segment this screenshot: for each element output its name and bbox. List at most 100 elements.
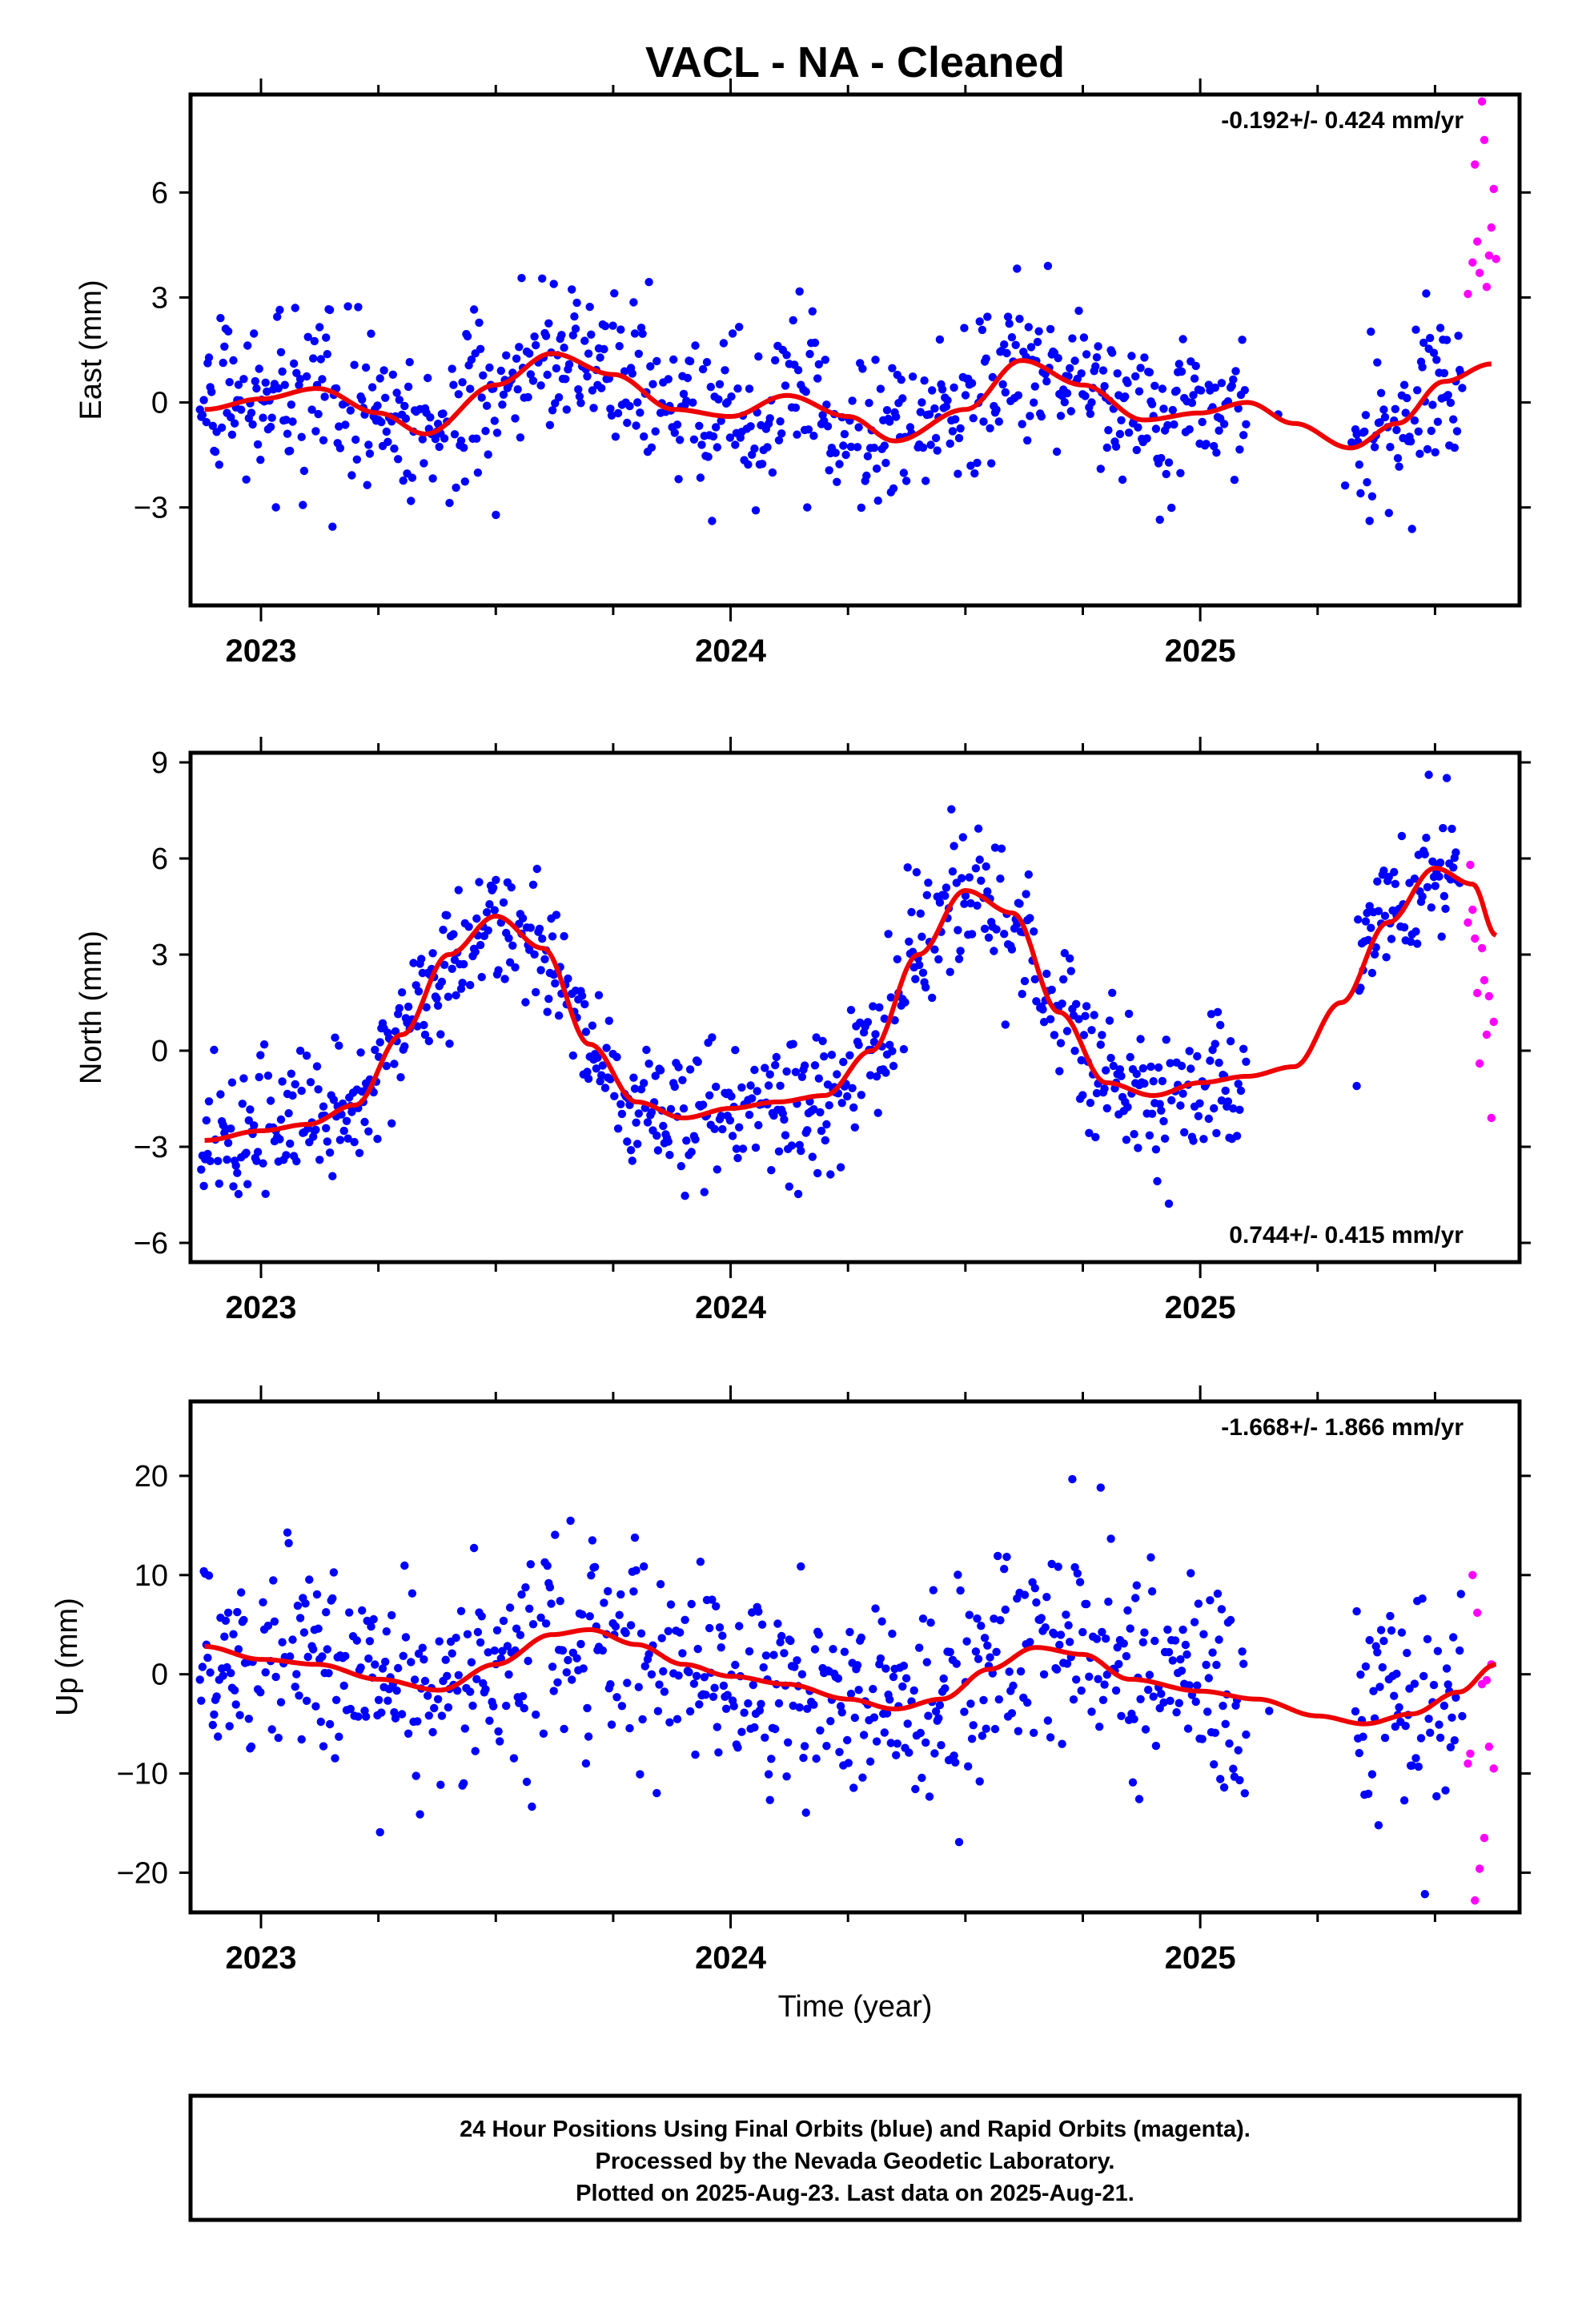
north-final-point: [544, 995, 553, 1003]
up-final-point: [1411, 1754, 1420, 1763]
north-final-point: [1123, 1103, 1132, 1112]
up-final-point: [761, 1733, 769, 1742]
east-final-point: [1170, 420, 1178, 429]
east-final-point: [318, 375, 327, 384]
up-rapid-point: [1482, 1675, 1492, 1685]
up-final-point: [1186, 1569, 1195, 1578]
north-final-point: [568, 1051, 577, 1060]
north-final-point: [1108, 988, 1117, 998]
east-final-point: [208, 421, 217, 430]
up-final-point: [850, 1713, 860, 1723]
up-final-point: [1374, 1821, 1383, 1830]
east-final-point: [247, 408, 256, 417]
up-final-point: [291, 1683, 299, 1691]
up-final-point: [1446, 1743, 1456, 1751]
north-final-point: [1078, 1091, 1087, 1100]
east-final-point: [1376, 388, 1386, 397]
east-final-point: [526, 370, 535, 379]
east-final-point: [885, 417, 894, 426]
east-final-point: [1340, 481, 1350, 490]
up-final-point: [509, 1754, 519, 1763]
east-final-point: [225, 378, 234, 387]
up-final-point: [1141, 1725, 1150, 1734]
east-final-point: [440, 434, 449, 443]
north-final-point: [930, 945, 939, 954]
up-final-point: [485, 1716, 494, 1725]
up-final-point: [777, 1631, 786, 1641]
east-final-point: [1235, 445, 1244, 454]
east-final-point: [679, 389, 689, 399]
north-final-point: [849, 1103, 858, 1112]
up-final-point: [886, 1739, 896, 1747]
north-final-point: [598, 1061, 607, 1070]
up-final-point: [1117, 1711, 1126, 1720]
up-final-point: [413, 1717, 422, 1726]
up-final-point: [443, 1671, 452, 1680]
east-final-point: [295, 375, 305, 384]
east-final-point: [311, 427, 320, 436]
north-final-point: [364, 1127, 373, 1136]
east-final-point: [1379, 405, 1388, 414]
east-final-point: [951, 415, 960, 424]
up-final-point: [1380, 1733, 1390, 1743]
up-final-point: [490, 1646, 499, 1655]
up-final-point: [903, 1719, 912, 1728]
east-final-point: [310, 336, 319, 346]
up-final-point: [964, 1762, 973, 1771]
up-final-point: [905, 1748, 913, 1757]
east-final-point: [611, 432, 620, 441]
east-final-point: [983, 312, 992, 321]
north-final-point: [1356, 983, 1365, 992]
east-final-point: [1352, 430, 1361, 439]
up-final-point: [525, 1604, 534, 1614]
north-xtick-label: 2024: [695, 1290, 767, 1325]
up-final-point: [918, 1614, 928, 1623]
up-final-point: [965, 1610, 974, 1619]
east-xtick-label: 2024: [695, 633, 767, 669]
north-final-point: [780, 1115, 789, 1124]
north-final-point: [242, 1148, 251, 1157]
north-final-point: [687, 1148, 696, 1156]
east-final-point: [418, 435, 427, 444]
east-final-point: [1219, 420, 1229, 428]
up-final-point: [793, 1656, 801, 1665]
up-final-point: [994, 1695, 1004, 1704]
north-final-point: [1413, 939, 1422, 948]
up-final-point: [548, 1663, 557, 1671]
north-final-point: [907, 907, 916, 917]
east-final-point: [1433, 417, 1443, 426]
up-final-point: [1066, 1638, 1074, 1647]
up-final-point: [917, 1773, 926, 1783]
east-final-point: [346, 406, 355, 415]
east-final-point: [1393, 454, 1403, 463]
up-final-point: [744, 1699, 753, 1708]
east-final-point: [623, 418, 632, 428]
north-final-point: [873, 1108, 882, 1117]
north-final-point: [980, 924, 990, 934]
north-final-point: [500, 975, 509, 983]
up-final-point: [911, 1784, 920, 1794]
east-rapid-point: [1475, 268, 1484, 278]
east-final-point: [431, 435, 440, 444]
east-final-point: [253, 440, 263, 449]
east-final-point: [1373, 358, 1382, 367]
up-final-point: [526, 1560, 535, 1569]
up-final-point: [829, 1645, 837, 1654]
north-final-point: [1066, 954, 1074, 963]
up-final-point: [922, 1658, 932, 1667]
up-final-point: [757, 1620, 767, 1629]
north-final-point: [1367, 923, 1375, 932]
east-final-point: [917, 398, 926, 407]
north-final-point: [1365, 902, 1374, 911]
up-final-point: [1106, 1534, 1115, 1543]
north-final-point: [1373, 877, 1382, 886]
east-final-point: [897, 376, 905, 384]
north-final-point: [543, 1007, 552, 1016]
north-final-point: [288, 1091, 297, 1100]
up-final-point: [973, 1614, 982, 1623]
up-final-point: [924, 1711, 933, 1720]
east-final-point: [750, 444, 759, 453]
up-final-point: [496, 1654, 505, 1663]
up-final-point: [916, 1728, 926, 1738]
north-final-point: [229, 1182, 238, 1191]
